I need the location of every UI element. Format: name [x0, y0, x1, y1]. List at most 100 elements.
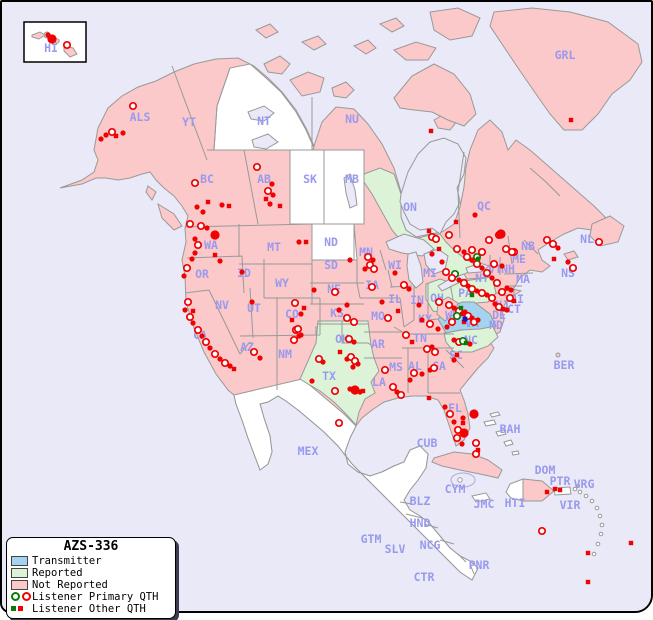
cayman-outline — [450, 472, 476, 488]
listener-markers — [45, 32, 634, 585]
listener-primary-qth-marker — [355, 361, 361, 367]
region-label-mex: MEX — [298, 444, 319, 458]
listener-primary-qth-marker — [314, 354, 324, 364]
region-label-cub: CUB — [417, 436, 438, 450]
primary-qth-icons — [11, 592, 31, 601]
listener-primary-qth-marker — [441, 267, 451, 277]
listener-primary-qth-marker — [363, 252, 373, 262]
region-label-la: LA — [372, 375, 386, 389]
listener-other-qth-marker — [544, 489, 550, 495]
listener-primary-qth-marker — [459, 428, 469, 438]
listener-primary-qth-marker — [429, 363, 439, 373]
listener-primary-qth-marker — [350, 364, 356, 370]
region-label-gtm: GTM — [361, 532, 382, 546]
region-label-sd: SD — [324, 258, 338, 272]
listener-primary-qth-marker — [416, 302, 422, 308]
listener-primary-qth-marker — [290, 298, 300, 308]
listener-primary-qth-marker — [369, 264, 379, 274]
transmitter-swatch — [11, 555, 28, 566]
listener-primary-qth-marker — [467, 341, 473, 347]
listener-primary-qth-marker — [471, 438, 481, 448]
region-mexico-central-america — [233, 378, 479, 581]
region-label-grl: GRL — [555, 48, 576, 62]
island-devon — [393, 41, 437, 61]
island-victoria — [289, 71, 325, 97]
listener-primary-qth-marker — [445, 409, 455, 419]
listener-other-qth-marker — [395, 308, 401, 314]
listener-primary-qth-marker — [430, 347, 440, 357]
listener-primary-qth-marker — [447, 273, 457, 283]
listener-primary-qth-marker — [439, 259, 445, 265]
listener-primary-qth-marker — [594, 237, 604, 247]
listener-primary-qth-marker — [467, 284, 477, 294]
listener-primary-qth-marker — [217, 258, 223, 264]
listener-primary-qth-marker — [419, 371, 425, 377]
listener-primary-qth-marker — [505, 293, 515, 303]
listener-primary-qth-marker — [210, 349, 220, 359]
region-label-qc: QC — [477, 199, 491, 213]
listener-primary-qth-marker — [399, 280, 409, 290]
region-label-wy: WY — [275, 276, 289, 290]
region-label-mo: MO — [371, 309, 385, 323]
listener-primary-qth-marker — [62, 40, 72, 50]
listener-primary-qth-marker — [182, 263, 192, 273]
listener-primary-qth-marker — [444, 324, 450, 330]
listener-primary-qth-marker — [298, 311, 304, 317]
listener-primary-qth-marker — [204, 225, 210, 231]
listener-primary-qth-marker — [406, 286, 412, 292]
listener-primary-qth-marker — [447, 317, 457, 327]
listener-other-qth-marker — [453, 219, 459, 225]
listener-primary-qth-marker — [107, 127, 117, 137]
listener-primary-qth-marker — [185, 219, 195, 229]
green-ring-icon — [11, 592, 20, 601]
region-label-cym: CYM — [445, 482, 466, 496]
listener-primary-qth-marker — [336, 307, 342, 313]
region-tx — [299, 320, 380, 427]
listener-primary-qth-marker — [351, 339, 357, 345]
listener-primary-qth-marker — [190, 320, 196, 326]
listener-other-qth-marker — [277, 203, 283, 209]
region-label-mt: MT — [267, 240, 281, 254]
listener-primary-qth-marker — [489, 259, 499, 269]
lake-michigan — [406, 251, 424, 289]
region-label-md: MD — [489, 318, 503, 332]
region-label-ncg: NCG — [420, 538, 441, 552]
region-label-als: ALS — [130, 110, 151, 124]
listener-other-qth-marker — [458, 305, 464, 311]
listener-primary-qth-marker — [263, 186, 273, 196]
listener-primary-qth-marker — [189, 256, 195, 262]
listener-primary-qth-marker — [489, 275, 495, 281]
listener-primary-qth-marker — [425, 319, 435, 329]
listener-primary-qth-marker — [435, 326, 441, 332]
listener-primary-qth-marker — [456, 277, 462, 283]
listener-other-qth-marker — [212, 252, 218, 258]
listener-primary-qth-marker — [407, 377, 413, 383]
listener-primary-qth-marker — [120, 130, 126, 136]
region-label-tn: TN — [413, 331, 427, 345]
listener-primary-qth-marker — [452, 244, 462, 254]
listener-primary-qth-marker — [492, 278, 502, 288]
region-label-vir: VIR — [560, 498, 581, 512]
listener-primary-qth-marker — [459, 441, 465, 447]
region-label-vrg: VRG — [574, 477, 595, 491]
listener-other-qth-marker — [409, 339, 415, 345]
listener-other-qth-marker — [301, 305, 307, 311]
listener-primary-qth-marker — [181, 273, 187, 279]
listener-primary-qth-marker — [396, 390, 406, 400]
region-label-hti: HTI — [505, 496, 526, 510]
listener-primary-qth-marker — [334, 418, 344, 428]
island-ellesmere — [429, 7, 481, 41]
listener-primary-qth-marker — [347, 257, 353, 263]
listener-other-qth-marker — [460, 420, 466, 426]
listener-primary-qth-marker — [451, 305, 457, 311]
listener-other-qth-marker — [552, 486, 558, 492]
listener-primary-qth-marker — [504, 285, 510, 291]
region-mb — [323, 149, 365, 225]
listener-primary-qth-marker — [388, 382, 398, 392]
listener-primary-qth-marker — [444, 230, 454, 240]
listener-primary-qth-marker — [555, 245, 561, 251]
listener-other-qth-marker — [426, 395, 432, 401]
listener-primary-qth-marker — [207, 345, 213, 351]
listener-primary-qth-marker — [542, 235, 552, 245]
listener-primary-qth-marker — [469, 257, 475, 263]
